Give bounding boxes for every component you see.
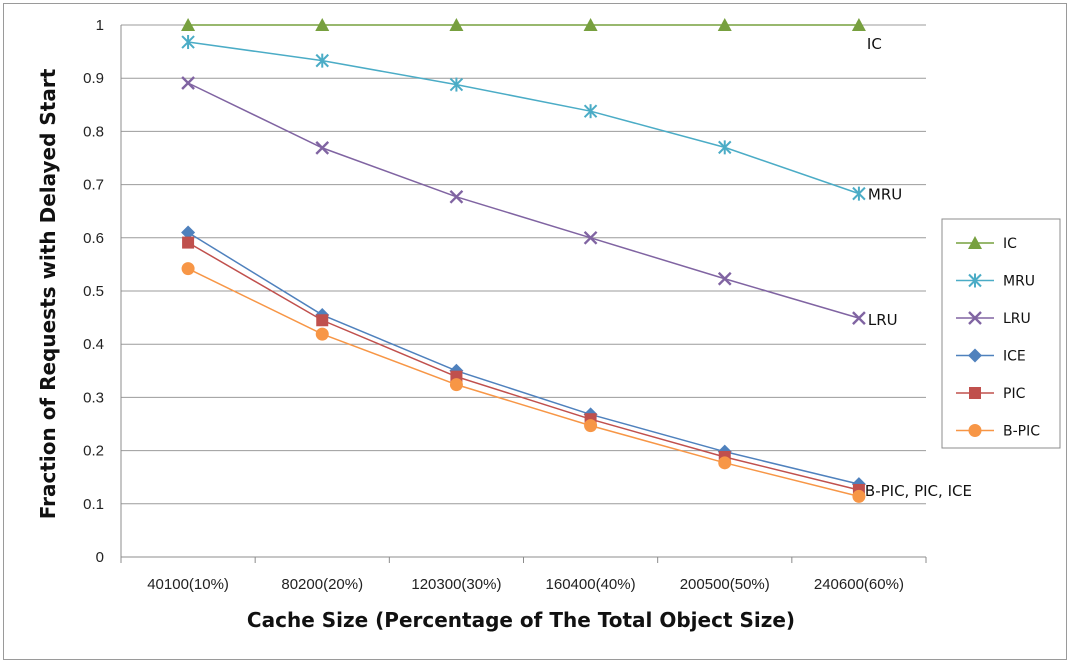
data-point-ic: [315, 18, 330, 31]
legend-item-b-pic: B-PIC: [956, 424, 1040, 440]
y-tick-label: 0.2: [83, 443, 104, 460]
series-ic: [181, 18, 866, 31]
x-tick-label: 240600(60%): [814, 576, 904, 593]
data-point-mru: [583, 104, 598, 119]
data-point-lru: [717, 271, 732, 286]
legend-box: [941, 218, 1061, 449]
data-point-pic: [182, 236, 195, 249]
series-pic: [182, 236, 865, 496]
x-axis-title: Cache Size (Percentage of The Total Obje…: [247, 608, 795, 632]
data-point-lru: [583, 230, 598, 245]
data-point-ic: [717, 18, 732, 31]
legend-marker: [968, 348, 982, 363]
legend-marker: [968, 273, 982, 288]
data-point-ice: [181, 225, 196, 240]
x-tick-label: 80200(20%): [281, 576, 363, 593]
series-line-pic: [187, 241, 860, 491]
legend-item-ic: IC: [956, 236, 1017, 252]
series-line-b-pic: [187, 267, 860, 498]
y-tick-label: 0.4: [83, 336, 104, 353]
line-chart: 0 0.1 0.2 0.3 0.4 0.5 0.6 0.7 0.8 0.9 1 40100(10%)…: [36, 17, 1061, 632]
data-point-ic: [181, 18, 196, 31]
series-b-pic: [181, 262, 866, 503]
annotation-label: MRU: [868, 186, 902, 204]
data-point-lru: [852, 311, 866, 325]
data-point-b-pic: [181, 262, 195, 276]
data-point-mru: [315, 53, 329, 68]
series-lru: [181, 76, 866, 325]
data-point-pic: [316, 314, 329, 327]
legend-item-ice: ICE: [956, 348, 1026, 365]
x-tick-label: 40100(10%): [147, 576, 229, 593]
legend-label: LRU: [1003, 311, 1031, 327]
x-tick-label: 200500(50%): [680, 576, 770, 593]
series-line-ice: [187, 231, 860, 485]
line-annotations: IC MRU LRU B-PIC, PIC, ICE: [865, 35, 972, 500]
x-tick-label: 120300(30%): [411, 576, 501, 593]
y-tick-label: 0.8: [83, 123, 104, 140]
y-tick-label: 1: [96, 17, 104, 34]
data-point-lru: [315, 141, 330, 155]
data-point-ic: [449, 18, 464, 31]
y-tick-label: 0.6: [83, 230, 104, 247]
data-point-mru: [181, 35, 195, 50]
data-point-b-pic: [315, 327, 329, 341]
data-point-lru: [449, 189, 464, 204]
data-point-lru: [181, 76, 195, 90]
data-point-ic: [583, 18, 598, 31]
y-tick-label: 0.9: [83, 70, 104, 87]
y-tick-label: 0.7: [83, 177, 104, 194]
legend-item-mru: MRU: [956, 273, 1035, 290]
series-lines: [181, 18, 866, 503]
series-ice: [181, 225, 866, 492]
legend-item-pic: PIC: [956, 386, 1026, 402]
y-tick-label: 0.1: [83, 496, 104, 513]
legend-marker: [968, 236, 982, 249]
series-mru: [181, 35, 866, 201]
data-point-mru: [718, 140, 732, 155]
legend: IC MRU LRU ICE PIC B-PIC: [941, 218, 1061, 449]
x-axis-ticks: 40100(10%) 80200(20%) 120300(30%) 160400(40…: [120, 557, 927, 593]
data-point-mru: [852, 186, 866, 201]
legend-label: B-PIC: [1003, 424, 1040, 440]
legend-marker: [968, 311, 982, 325]
data-point-b-pic: [718, 456, 732, 470]
chart-frame: 0 0.1 0.2 0.3 0.4 0.5 0.6 0.7 0.8 0.9 1 40100(10%)…: [3, 3, 1067, 660]
data-point-b-pic: [449, 378, 463, 392]
series-line-mru: [187, 41, 860, 195]
legend-marker: [968, 424, 982, 437]
data-point-b-pic: [852, 489, 866, 503]
series-line-lru: [187, 82, 860, 319]
y-axis-ticks: 0 0.1 0.2 0.3 0.4 0.5 0.6 0.7 0.8 0.9 1: [83, 17, 104, 566]
y-axis-title: Fraction of Requests with Delayed Start: [36, 68, 60, 519]
annotation-label: B-PIC, PIC, ICE: [865, 482, 972, 500]
legend-label: PIC: [1003, 386, 1026, 402]
legend-label: IC: [1003, 236, 1017, 252]
annotation-label: LRU: [868, 311, 898, 329]
legend-marker: [969, 387, 981, 399]
y-tick-label: 0.5: [83, 283, 104, 300]
data-point-b-pic: [584, 419, 598, 433]
data-point-ic: [851, 18, 866, 31]
legend-item-lru: LRU: [956, 311, 1031, 327]
x-tick-label: 160400(40%): [546, 576, 636, 593]
annotation-label: IC: [867, 35, 882, 53]
legend-label: ICE: [1003, 349, 1026, 365]
y-tick-label: 0: [96, 549, 104, 566]
data-point-mru: [449, 77, 464, 92]
legend-label: MRU: [1003, 274, 1035, 290]
y-tick-label: 0.3: [83, 389, 104, 406]
